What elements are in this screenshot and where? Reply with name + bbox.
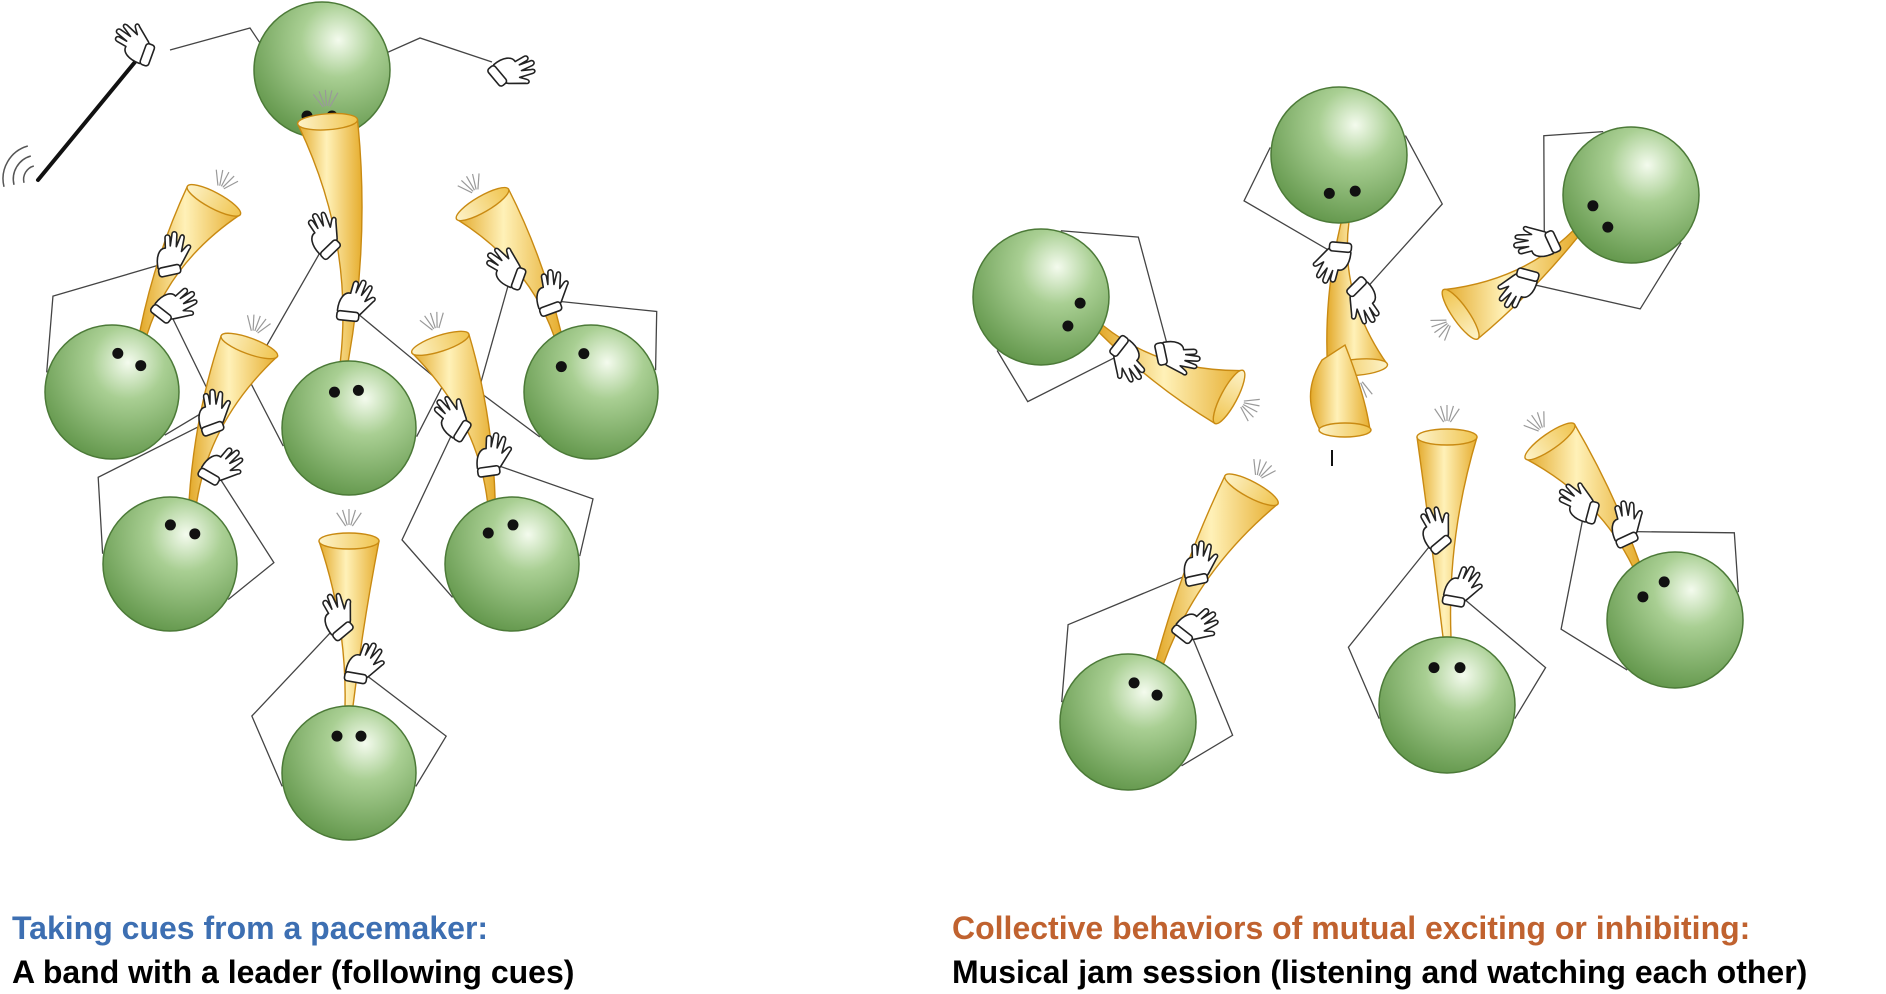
left-title: Taking cues from a pacemaker: — [12, 910, 489, 946]
conductor-with-baton-icon — [2, 1, 536, 187]
glove-icon — [322, 592, 354, 642]
horn-player-icon — [455, 173, 659, 460]
glove-icon — [1109, 334, 1146, 383]
right-subtitle: Musical jam session (listening and watch… — [952, 954, 1808, 990]
sound-lines-icon — [312, 89, 339, 108]
glove-icon — [335, 279, 376, 323]
glove-icon — [149, 287, 198, 324]
sound-lines-icon — [1430, 319, 1451, 341]
glove-icon — [1441, 565, 1483, 608]
horn-player-icon — [972, 228, 1260, 425]
horn-player-icon — [44, 169, 242, 460]
glove-icon — [197, 447, 244, 486]
horn-player-icon — [1523, 411, 1744, 689]
right-title: Collective behaviors of mutual exciting … — [952, 910, 1751, 946]
glove-icon — [1497, 267, 1540, 309]
sound-lines-icon — [336, 509, 362, 527]
center-horn-icon — [1309, 343, 1372, 466]
glove-icon — [1312, 241, 1353, 284]
horn-player-icon — [401, 311, 594, 632]
sound-lines-icon — [215, 169, 239, 190]
sound-lines-icon — [1434, 405, 1460, 423]
glove-icon — [343, 642, 385, 685]
sound-lines-icon — [457, 173, 480, 194]
glove-icon — [476, 432, 513, 478]
sound-lines-icon — [246, 314, 271, 334]
band-with-leader — [2, 1, 659, 841]
glove-icon — [1513, 225, 1562, 258]
jam-session — [972, 86, 1744, 791]
sound-lines-icon — [419, 311, 444, 331]
glove-icon — [1611, 500, 1643, 549]
left-subtitle: A band with a leader (following cues) — [12, 954, 575, 990]
glove-icon — [1346, 276, 1380, 325]
caption-left: Taking cues from a pacemaker: A band wit… — [12, 906, 574, 994]
horn-player-icon — [1243, 86, 1444, 400]
glove-icon — [156, 230, 192, 278]
horn-player-icon — [251, 509, 448, 841]
glove-icon — [487, 55, 536, 87]
glove-icon — [433, 395, 472, 443]
caption-right: Collective behaviors of mutual exciting … — [952, 906, 1807, 994]
horn-player-icon — [1347, 405, 1547, 774]
glove-icon — [1420, 506, 1452, 555]
horn-player-icon — [247, 89, 445, 496]
glove-icon — [1154, 340, 1201, 376]
horn-player-icon — [1430, 126, 1700, 341]
glove-icon — [486, 247, 527, 291]
horn-player-icon — [97, 314, 279, 632]
glove-icon — [114, 23, 156, 67]
glove-icon — [1183, 540, 1219, 587]
sound-lines-icon — [1253, 459, 1276, 479]
sound-lines-icon — [1523, 411, 1545, 432]
glove-icon — [1558, 482, 1600, 525]
glove-icon — [198, 388, 231, 437]
glove-icon — [536, 269, 569, 318]
glove-icon — [307, 211, 342, 261]
glove-icon — [1171, 608, 1219, 645]
sound-lines-icon — [1240, 398, 1260, 422]
scene-illustration — [2, 1, 1744, 841]
horn-player-icon — [1059, 459, 1279, 791]
